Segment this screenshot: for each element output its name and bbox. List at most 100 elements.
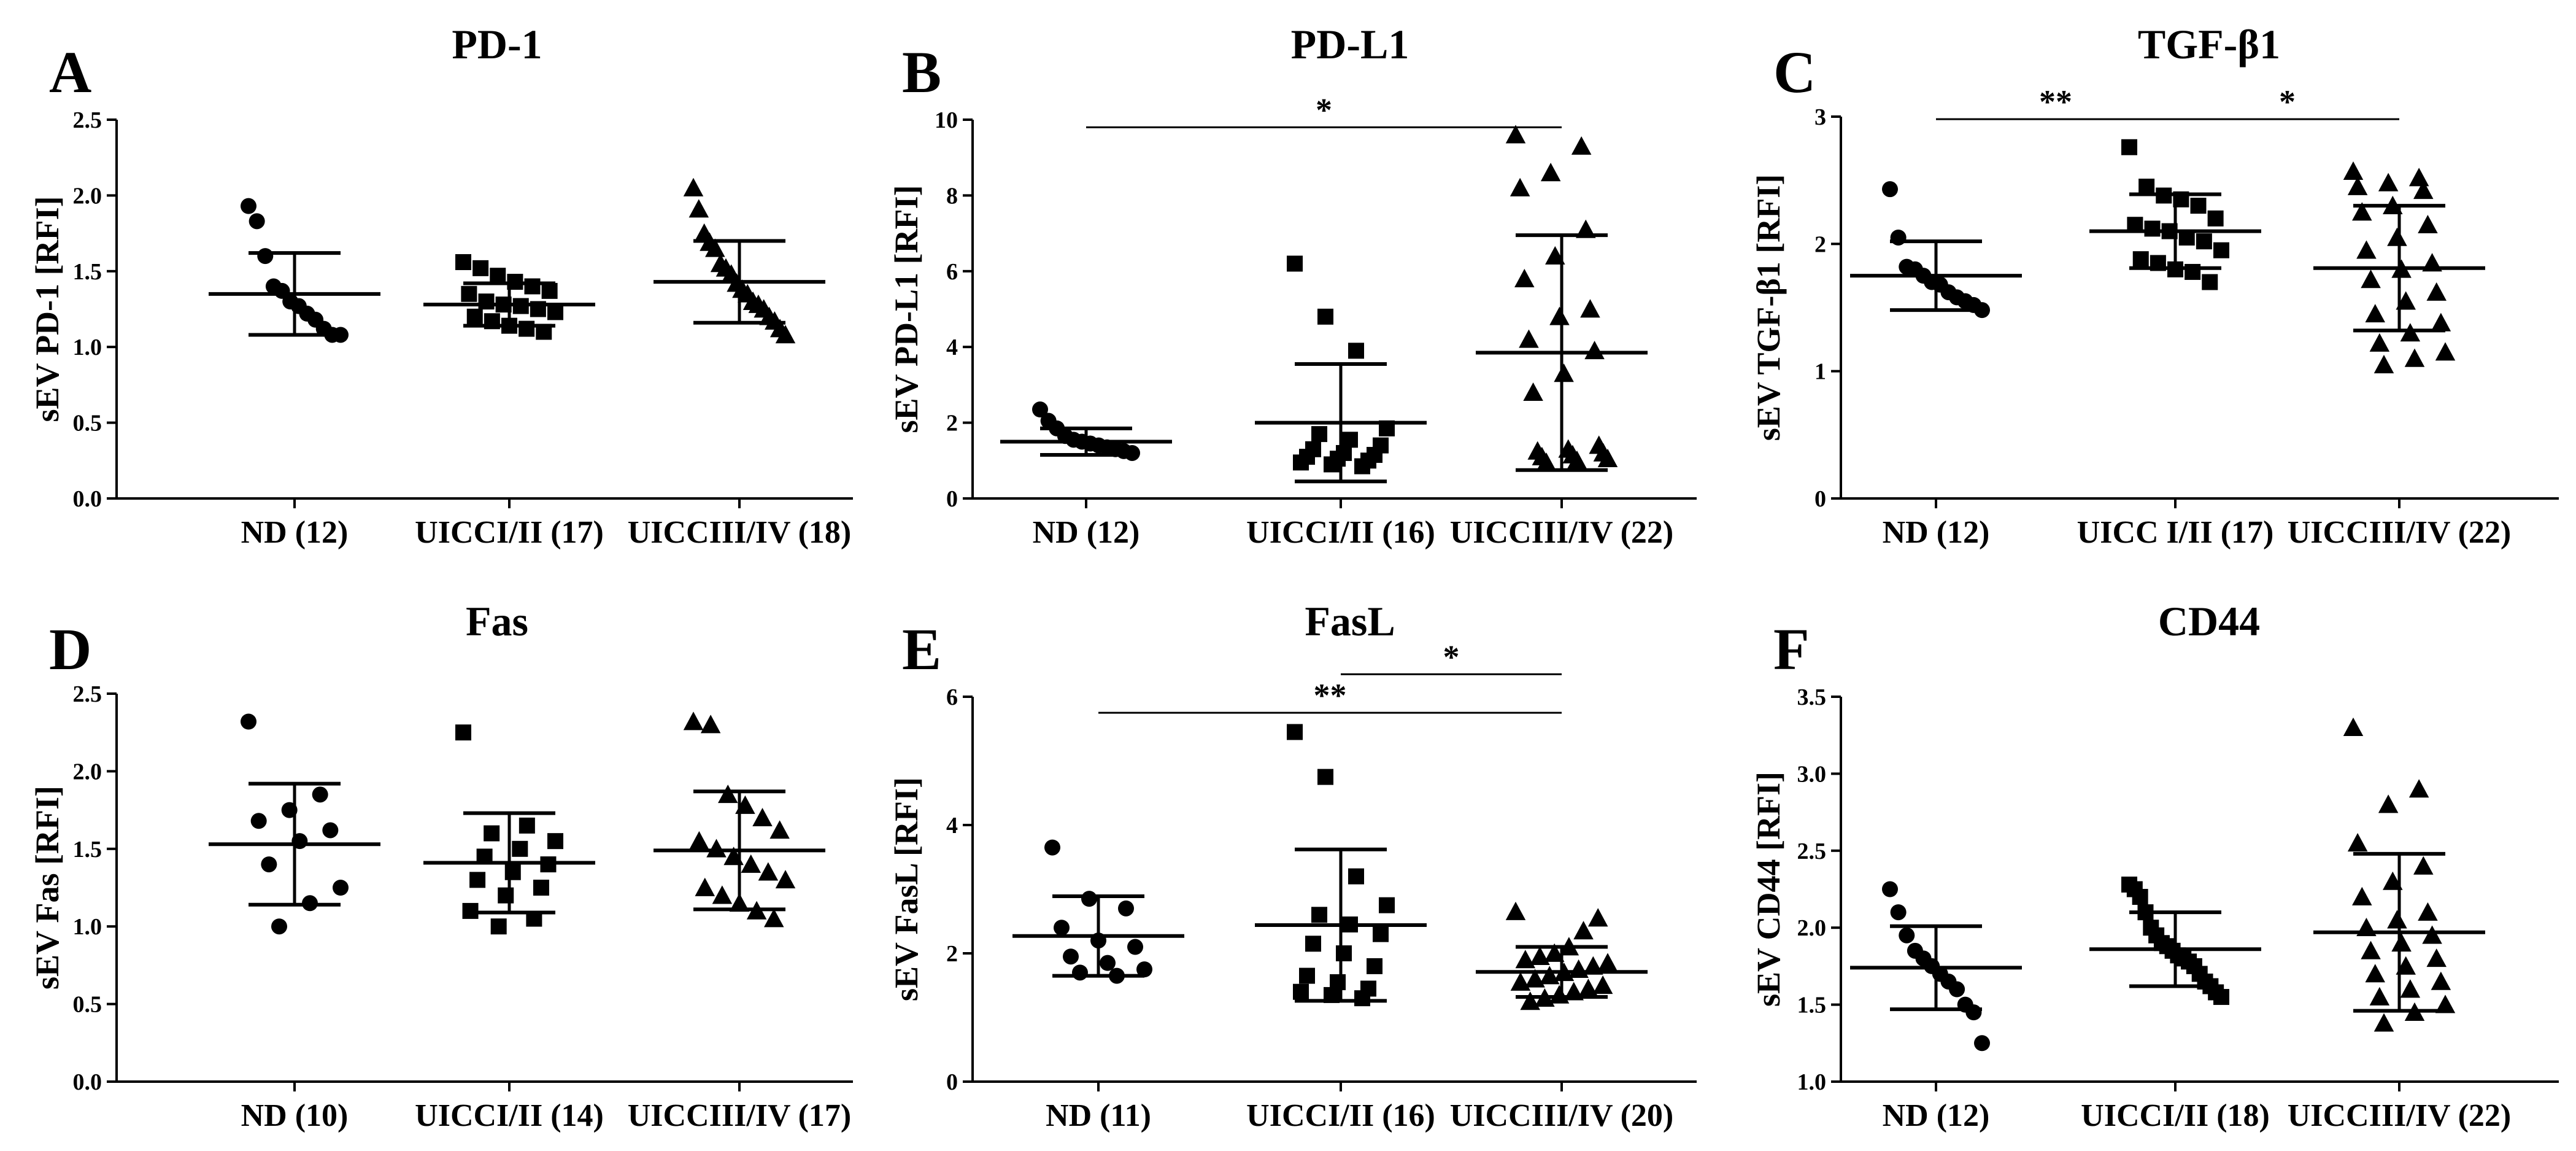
data-point bbox=[261, 856, 277, 873]
panel-title: TGF-β1 bbox=[2138, 21, 2280, 68]
x-category-label: UICCI/II (17) bbox=[415, 515, 604, 550]
panel-a: A PD-1 sEV PD-1 [RFI] 0.0 0.5 1.0 1.5 2.0 2.5 ND … bbox=[29, 21, 853, 550]
data-point bbox=[1354, 458, 1370, 475]
data-point bbox=[490, 918, 507, 935]
data-point bbox=[1520, 991, 1540, 1010]
data-point bbox=[461, 285, 477, 302]
y-axis-label: sEV CD44 [RFI] bbox=[1750, 772, 1787, 1007]
data-point bbox=[1597, 448, 1618, 468]
significance-label: * bbox=[1316, 91, 1332, 128]
data-point bbox=[683, 711, 704, 731]
x-category-label: UICC I/II (17) bbox=[2077, 515, 2274, 550]
y-tick-label: 0.5 bbox=[73, 411, 102, 436]
significance-label: * bbox=[1443, 638, 1460, 675]
data-point bbox=[1124, 444, 1140, 461]
y-tick-label: 2.0 bbox=[73, 183, 102, 209]
data-point bbox=[1293, 454, 1309, 471]
x-category-label: UICCI/II (16) bbox=[1246, 1098, 1435, 1133]
data-point bbox=[2121, 139, 2137, 155]
data-point bbox=[1072, 964, 1088, 981]
data-point bbox=[2391, 933, 2412, 952]
y-axis-label: sEV Fas [RFI] bbox=[29, 786, 66, 990]
data-point bbox=[2343, 717, 2364, 736]
data-point bbox=[1136, 961, 1152, 978]
data-point bbox=[547, 304, 563, 320]
data-point bbox=[1293, 983, 1309, 1000]
data-point bbox=[1573, 921, 1594, 940]
data-point bbox=[1540, 966, 1560, 985]
data-point bbox=[1554, 363, 1574, 382]
panel-e: E FasL sEV FasL [RFI] 0 2 4 6 ND (11) UICCI/II (… bbox=[888, 598, 1697, 1133]
data-point bbox=[322, 822, 339, 839]
x-category-label: ND (12) bbox=[1883, 1098, 1990, 1133]
y-tick-label: 2.5 bbox=[73, 681, 102, 707]
data-point bbox=[466, 308, 483, 325]
y-axis-label: sEV PD-L1 [RFI] bbox=[888, 185, 925, 433]
data-point bbox=[1510, 177, 1530, 196]
data-point bbox=[2378, 794, 2399, 813]
y-tick-label: 1.5 bbox=[1797, 993, 1827, 1018]
panels: A PD-1 sEV PD-1 [RFI] 0.0 0.5 1.0 1.5 2.0 2.5 ND … bbox=[29, 21, 2559, 1133]
panel-title: PD-L1 bbox=[1291, 21, 1409, 68]
y-tick-label: 0 bbox=[1814, 486, 1826, 512]
y-tick-label: 1.5 bbox=[73, 837, 102, 862]
data-point bbox=[2435, 342, 2456, 361]
data-point bbox=[1044, 839, 1060, 856]
data-point bbox=[1882, 181, 1898, 198]
data-point bbox=[2347, 833, 2368, 852]
data-point bbox=[1974, 1035, 1990, 1052]
significance-label: ** bbox=[1314, 677, 1347, 714]
data-point bbox=[2343, 161, 2364, 180]
group-points-3 bbox=[2343, 161, 2456, 374]
x-category-label: ND (12) bbox=[1033, 515, 1140, 550]
data-point bbox=[2347, 176, 2368, 195]
data-point bbox=[271, 918, 287, 935]
data-point bbox=[1324, 456, 1340, 473]
y-axis-label: sEV FasL [RFI] bbox=[888, 777, 925, 1001]
data-point bbox=[2396, 956, 2416, 975]
data-point bbox=[1583, 956, 1603, 975]
data-point bbox=[2396, 291, 2416, 310]
x-category-label: UICCIII/IV (18) bbox=[628, 515, 852, 550]
data-point bbox=[478, 293, 495, 310]
y-axis-label: sEV PD-1 [RFI] bbox=[29, 196, 66, 422]
data-point bbox=[1549, 985, 1570, 1004]
data-point bbox=[2374, 1013, 2394, 1032]
panel-letter: C bbox=[1773, 39, 1816, 105]
data-point bbox=[2400, 979, 2421, 998]
data-point bbox=[2202, 274, 2218, 290]
panel-c: C TGF-β1 sEV TGF-β1 [RFI] 0 1 2 3 ND (12) UICC I… bbox=[1750, 21, 2559, 550]
x-category-label: UICCIII/IV (22) bbox=[1450, 515, 1674, 550]
data-point bbox=[2356, 240, 2377, 259]
data-point bbox=[688, 199, 709, 218]
data-point bbox=[249, 213, 265, 230]
y-tick-label: 0.5 bbox=[73, 992, 102, 1018]
data-point bbox=[504, 864, 521, 880]
data-point bbox=[541, 282, 558, 299]
data-point bbox=[1317, 769, 1333, 785]
data-point bbox=[2378, 172, 2399, 192]
y-tick-label: 0.0 bbox=[73, 1069, 102, 1095]
data-point bbox=[2426, 948, 2447, 967]
y-tick-label: 2 bbox=[1814, 231, 1826, 257]
group-points-2 bbox=[1287, 255, 1395, 475]
data-point bbox=[1336, 945, 1352, 961]
data-point bbox=[333, 880, 349, 896]
x-category-label: UICCIII/IV (22) bbox=[2288, 515, 2512, 550]
y-tick-label: 0 bbox=[946, 486, 958, 512]
data-point bbox=[1348, 868, 1364, 885]
data-point bbox=[764, 909, 784, 928]
data-point bbox=[2213, 989, 2229, 1006]
y-tick-label: 2.0 bbox=[1797, 915, 1827, 941]
y-tick-label: 2 bbox=[946, 411, 958, 436]
y-tick-label: 8 bbox=[946, 183, 958, 209]
y-axis-label: sEV TGF-β1 [RFI] bbox=[1750, 174, 1787, 441]
data-point bbox=[1081, 891, 1097, 907]
x-category-label: UICCI/II (18) bbox=[2081, 1098, 2270, 1133]
panel-f: F CD44 sEV CD44 [RFI] 1.0 1.5 2.0 2.5 3.0 3.5 ND … bbox=[1750, 598, 2559, 1133]
data-point bbox=[2413, 856, 2434, 875]
data-point bbox=[257, 248, 274, 265]
group-points-2 bbox=[1287, 724, 1395, 1007]
panel-letter: B bbox=[902, 39, 941, 105]
data-point bbox=[706, 839, 727, 858]
